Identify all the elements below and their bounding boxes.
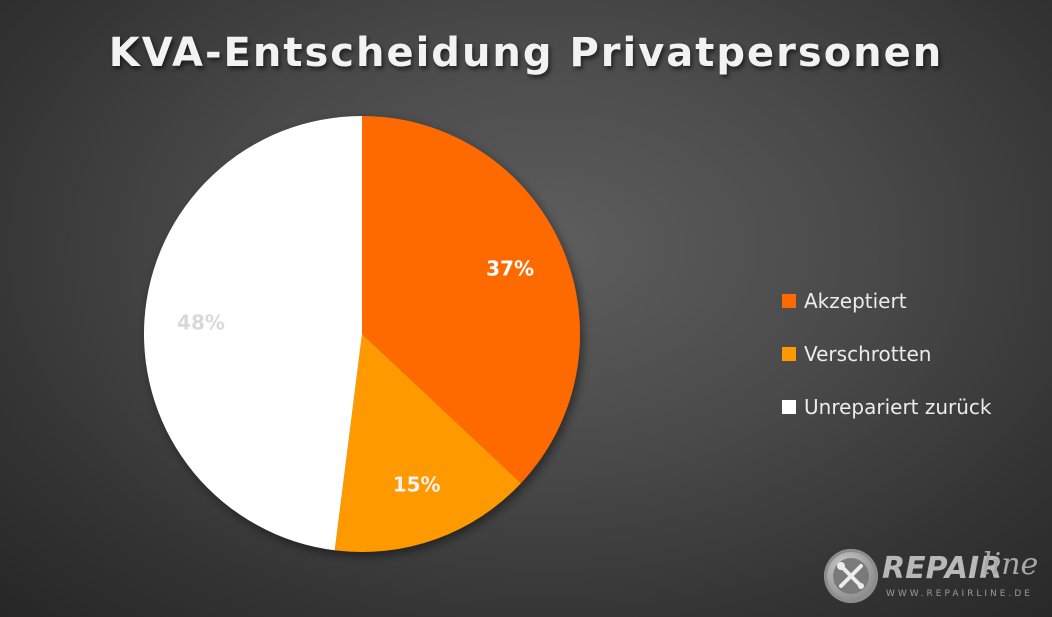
slice-data-label: 15% (393, 472, 441, 496)
legend-item-verschrotten[interactable]: Verschrotten (782, 341, 992, 367)
logo-url: WWW.REPAIRLINE.DE (886, 589, 1033, 599)
legend-item-akzeptiert[interactable]: Akzeptiert (782, 288, 992, 314)
legend: Akzeptiert Verschrotten Unrepariert zurü… (782, 288, 992, 447)
legend-swatch (782, 400, 796, 414)
slice-data-label: 48% (177, 310, 225, 334)
legend-swatch (782, 347, 796, 361)
pie-slice-verschrotten[interactable] (334, 334, 521, 552)
logo-wordmark: REPAIR (882, 551, 1003, 586)
legend-label: Unrepariert zurück (804, 395, 992, 419)
repairline-logo: REPAIR line WWW.REPAIRLINE.DE (824, 545, 1039, 607)
slice-data-label: 37% (486, 256, 534, 280)
logo-script: line (982, 547, 1039, 582)
legend-label: Verschrotten (804, 342, 932, 366)
chart-title: KVA-Entscheidung Privatpersonen (108, 30, 944, 76)
legend-label: Akzeptiert (804, 289, 907, 313)
legend-item-unrepariert-zurueck[interactable]: Unrepariert zurück (782, 394, 992, 420)
wrench-screwdriver-icon (824, 549, 878, 603)
pie-slice-akzeptiert[interactable] (362, 116, 580, 484)
pie-slice-unrepariert-zur-ck[interactable] (143, 116, 362, 551)
legend-swatch (782, 294, 796, 308)
